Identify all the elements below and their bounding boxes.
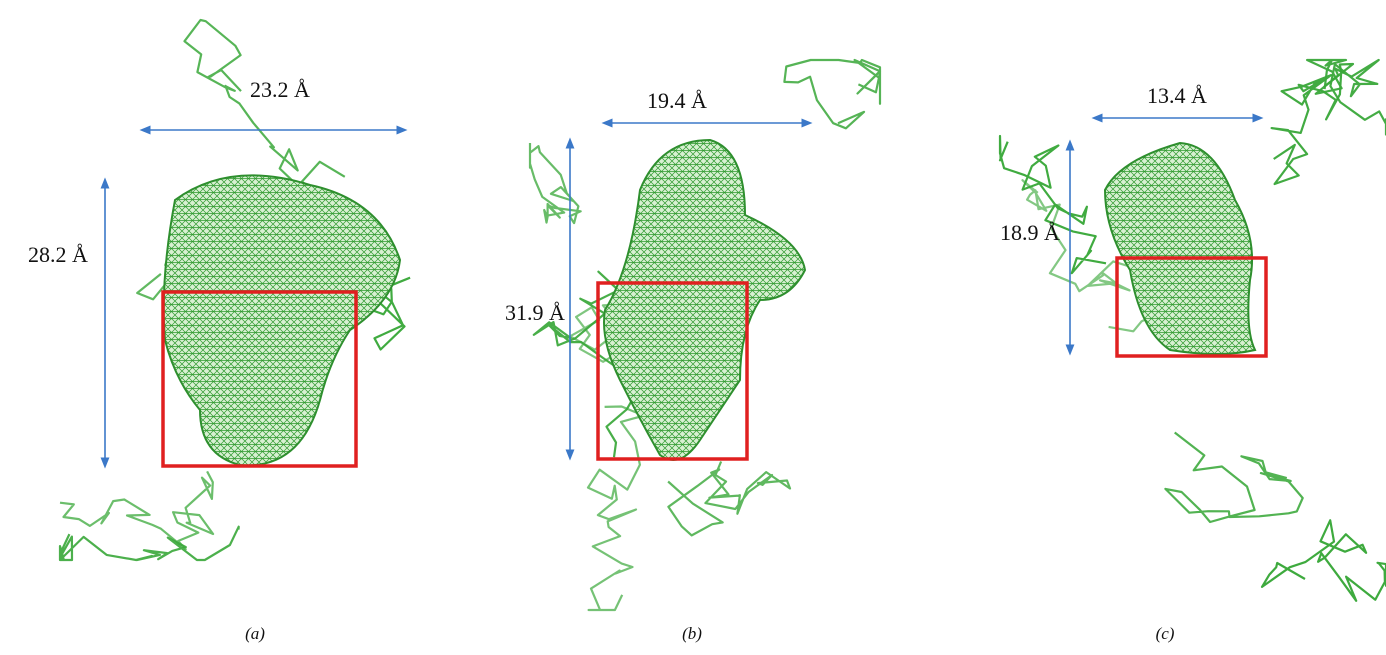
backbone-trace bbox=[668, 462, 790, 536]
backbone-trace bbox=[530, 143, 581, 223]
cavity-mesh bbox=[1105, 143, 1255, 354]
panel-label: (a) bbox=[245, 624, 265, 643]
backbone-trace bbox=[1272, 64, 1353, 184]
panel-label: (b) bbox=[682, 624, 702, 643]
height-label: 31.9 Å bbox=[505, 300, 565, 325]
width-label: 23.2 Å bbox=[250, 77, 310, 102]
backbone-trace bbox=[784, 60, 880, 128]
backbone-trace bbox=[1307, 60, 1386, 135]
backbone-trace bbox=[185, 20, 345, 195]
backbone-trace bbox=[1165, 433, 1302, 523]
height-label: 28.2 Å bbox=[28, 242, 88, 267]
cavity-mesh bbox=[164, 175, 400, 465]
page: 23.2 Å 28.2 Å (a) 19.4 Å 31.9 Å (b) 13.4… bbox=[0, 0, 1386, 655]
width-label: 19.4 Å bbox=[647, 88, 707, 113]
figure: 23.2 Å 28.2 Å (a) 19.4 Å 31.9 Å (b) 13.4… bbox=[0, 0, 1386, 655]
width-label: 13.4 Å bbox=[1147, 83, 1207, 108]
backbone-trace bbox=[1000, 136, 1106, 273]
backbone-trace bbox=[1262, 520, 1386, 601]
panel-label: (c) bbox=[1156, 624, 1175, 643]
height-label: 18.9 Å bbox=[1000, 220, 1060, 245]
